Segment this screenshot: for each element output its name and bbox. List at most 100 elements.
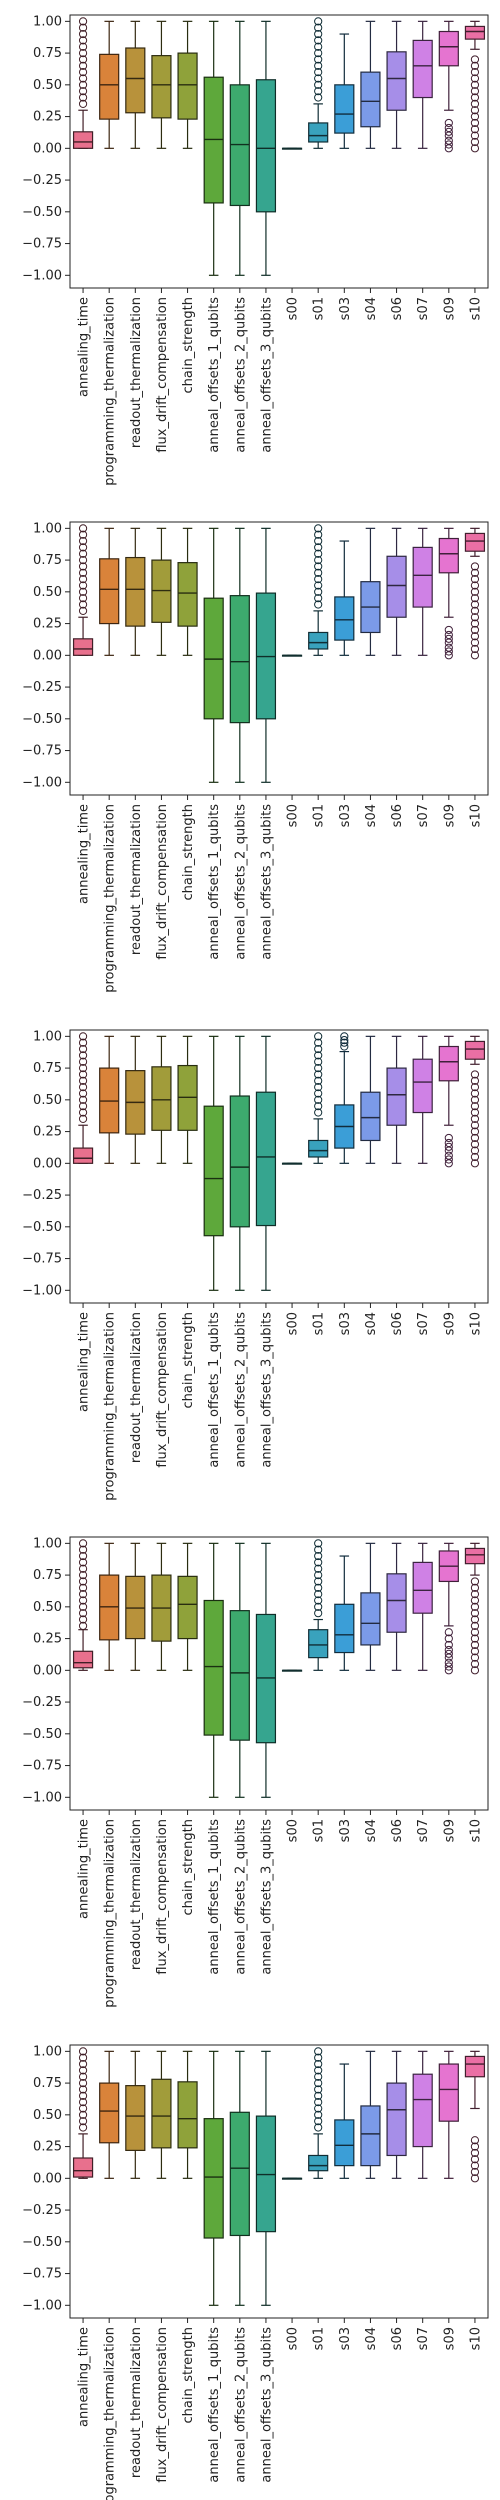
y-tick-label: −0.50 xyxy=(22,2235,62,2250)
outlier-point xyxy=(314,549,323,558)
box-body xyxy=(203,1599,224,1736)
box-body xyxy=(386,1573,407,1633)
outlier-point xyxy=(314,1583,323,1592)
outlier-point xyxy=(470,1666,480,1675)
box-body xyxy=(203,2118,224,2239)
outlier-point xyxy=(314,536,323,546)
outlier-point xyxy=(78,80,88,89)
outlier-point xyxy=(470,1590,480,1599)
box-programming_thermalization xyxy=(99,20,120,149)
box-anneal_offsets_1_qubits xyxy=(203,1542,224,1798)
box-anneal_offsets_3_qubits xyxy=(255,1035,277,1291)
x-tick-label: s04 xyxy=(364,804,379,827)
outlier-point xyxy=(78,1102,88,1111)
outlier-point xyxy=(444,123,453,133)
outlier-point xyxy=(470,1609,480,1618)
outlier-point xyxy=(470,131,480,140)
outlier-point xyxy=(78,568,88,577)
y-tick-label: 0.50 xyxy=(33,78,62,93)
outlier-point xyxy=(78,42,88,51)
outlier-point xyxy=(470,2155,480,2164)
outlier-point xyxy=(314,543,323,552)
outlier-point xyxy=(314,2110,323,2119)
outlier-point xyxy=(470,1070,480,1079)
x-tick-label: anneal_offsets_1_qubits xyxy=(207,2327,222,2483)
box-s00 xyxy=(281,2177,303,2180)
x-tick-label: anneal_offsets_1_qubits xyxy=(207,1312,222,1468)
outlier-point xyxy=(470,1647,480,1656)
x-tick-label: s04 xyxy=(364,297,379,320)
outlier-point xyxy=(314,2066,323,2075)
outlier-point xyxy=(78,1044,88,1054)
outlier-point xyxy=(444,1133,453,1143)
box-s06 xyxy=(386,1542,407,1671)
y-tick-label: 0.75 xyxy=(33,1061,62,1076)
outlier-point xyxy=(314,1570,323,1580)
box-flux_drift_compensation xyxy=(151,1035,172,1164)
box-body xyxy=(412,2073,433,2148)
y-tick-label: 1.00 xyxy=(33,1029,62,1044)
outlier-point xyxy=(470,1640,480,1650)
box-anneal_offsets_2_qubits xyxy=(229,20,250,276)
box-annealing_time xyxy=(72,2047,94,2179)
y-tick-label: 0.25 xyxy=(33,1632,62,1647)
outlier-point xyxy=(78,2104,88,2113)
outlier-point xyxy=(78,543,88,552)
y-tick-label: 0.75 xyxy=(33,1568,62,1583)
outlier-point xyxy=(470,55,480,64)
outlier-point xyxy=(444,1628,453,1637)
outlier-point xyxy=(78,61,88,70)
outlier-point xyxy=(314,2078,323,2088)
outlier-point xyxy=(470,1114,480,1123)
box-s03 xyxy=(334,1555,355,1671)
outlier-point xyxy=(78,36,88,45)
outlier-point xyxy=(78,2053,88,2062)
box-body xyxy=(438,30,459,67)
x-tick-label: s06 xyxy=(390,297,405,320)
box-s10 xyxy=(464,527,486,660)
outlier-point xyxy=(78,1609,88,1618)
x-tick-label: flux_drift_compensation xyxy=(155,1312,170,1468)
outlier-point xyxy=(78,2098,88,2107)
outlier-point xyxy=(78,2110,88,2119)
axes-frame xyxy=(69,1029,489,1304)
outlier-point xyxy=(314,2085,323,2094)
box-anneal_offsets_1_qubits xyxy=(203,20,224,276)
box-body xyxy=(360,2105,381,2167)
outlier-point xyxy=(470,594,480,603)
outlier-point xyxy=(314,568,323,577)
outlier-point xyxy=(314,1089,323,1098)
x-tick-label: anneal_offsets_3_qubits xyxy=(259,2327,274,2483)
outlier-point xyxy=(78,2072,88,2081)
outlier-point xyxy=(78,55,88,64)
box-flux_drift_compensation xyxy=(151,1542,172,1671)
outlier-point xyxy=(314,2117,323,2126)
y-tick-label: −0.75 xyxy=(22,237,62,252)
box-s07 xyxy=(412,1035,433,1164)
outlier-point xyxy=(78,1590,88,1599)
box-anneal_offsets_2_qubits xyxy=(229,2050,250,2306)
outlier-point xyxy=(470,1095,480,1104)
box-anneal_offsets_1_qubits xyxy=(203,1035,224,1291)
x-tick-label: readout_thermalization xyxy=(129,2327,144,2478)
y-tick-label: −0.25 xyxy=(22,173,62,188)
outlier-point xyxy=(470,1152,480,1162)
box-s03 xyxy=(334,540,355,656)
outlier-point xyxy=(444,1138,453,1148)
x-tick-label: s03 xyxy=(338,804,353,827)
box-body xyxy=(229,1095,250,1228)
outlier-point xyxy=(470,1089,480,1098)
axes-frame xyxy=(69,14,489,289)
x-tick-label: programming_thermalization xyxy=(103,2327,118,2500)
box-body xyxy=(72,2157,94,2178)
y-tick-label: 0.50 xyxy=(33,585,62,600)
outlier-point xyxy=(314,55,323,64)
box-s09 xyxy=(438,1542,459,1675)
outlier-point xyxy=(78,1602,88,1611)
box-body xyxy=(229,2111,250,2237)
y-tick-label: −0.75 xyxy=(22,1759,62,1774)
outlier-point xyxy=(78,536,88,546)
box-anneal_offsets_3_qubits xyxy=(255,20,277,276)
outlier-point xyxy=(78,1577,88,1586)
outlier-point xyxy=(78,2066,88,2075)
